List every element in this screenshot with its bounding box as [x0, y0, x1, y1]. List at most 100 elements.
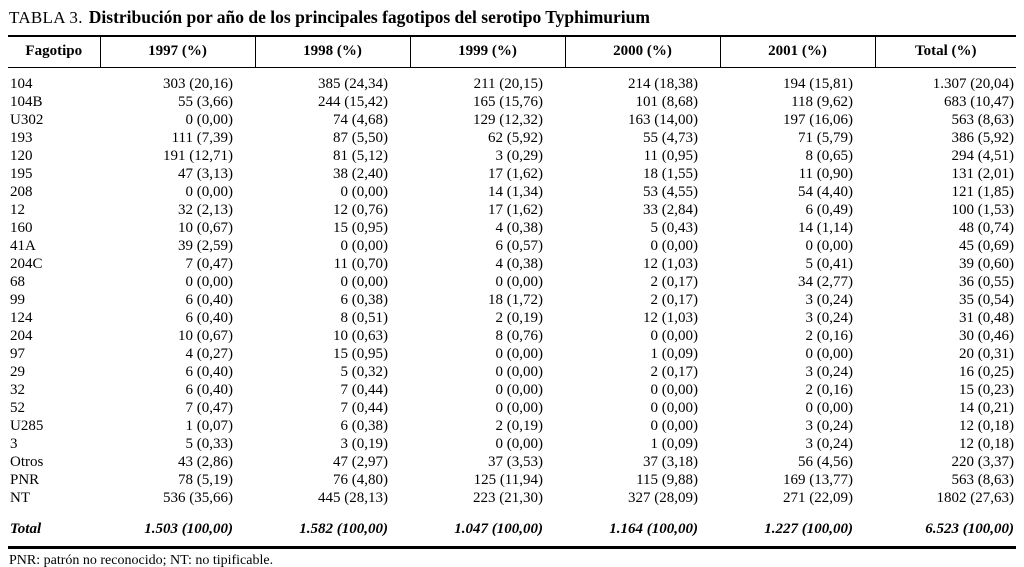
fagotipo-cell: 52 — [10, 400, 25, 416]
table-row: 29 6 (0,40) 5 (0,32) 0 (0,00) 2 (0,17) 3 (0,2… — [8, 363, 1016, 381]
value-cell: 12 (1,03) — [643, 310, 698, 326]
value-cell: 87 (5,50) — [333, 130, 388, 146]
value-cell: 14 (0,21) — [959, 400, 1014, 416]
value-cell: 8 (0,76) — [495, 328, 544, 344]
value-cell: 35 (0,54) — [959, 292, 1014, 308]
value-cell: 327 (28,09) — [628, 490, 698, 506]
value-cell: 17 (1,62) — [488, 166, 543, 182]
fagotipo-cell: 104B — [10, 94, 43, 110]
value-cell: 385 (24,34) — [318, 76, 388, 92]
value-cell: 386 (5,92) — [951, 130, 1015, 146]
fagotipo-cell: 41A — [10, 238, 36, 254]
value-cell: 0 (0,00) — [495, 274, 544, 290]
table-row: 124 6 (0,40) 8 (0,51) 2 (0,19) 12 (1,03) 3 (0… — [8, 309, 1016, 327]
value-cell: 0 (0,00) — [805, 238, 854, 254]
value-cell: 0 (0,00) — [185, 112, 234, 128]
value-cell: 74 (4,68) — [333, 112, 388, 128]
value-cell: 32 (2,13) — [178, 202, 233, 218]
value-cell: 0 (0,00) — [805, 400, 854, 416]
value-cell: 12 (0,18) — [959, 418, 1014, 434]
value-cell: 536 (35,66) — [163, 490, 233, 506]
fagotipo-cell: U285 — [10, 418, 44, 434]
value-cell: 0 (0,00) — [495, 364, 544, 380]
value-cell: 5 (0,41) — [805, 256, 854, 272]
value-cell: 18 (1,55) — [643, 166, 698, 182]
table-row: Otros 43 (2,86) 47 (2,97) 37 (3,53) 37 (3,18… — [8, 453, 1016, 471]
value-cell: 5 (0,32) — [340, 364, 389, 380]
value-cell: 7 (0,47) — [185, 400, 234, 416]
col-header-fagotipo: Fagotipo — [8, 35, 101, 68]
value-cell: 7 (0,47) — [185, 256, 234, 272]
value-cell: 2 (0,19) — [495, 418, 544, 434]
table-row: 97 4 (0,27) 15 (0,95) 0 (0,00) 1 (0,09) 0 (0,… — [8, 345, 1016, 363]
value-cell: 563 (8,63) — [951, 472, 1015, 488]
value-cell: 0 (0,00) — [340, 184, 389, 200]
fagotipo-cell: 29 — [10, 364, 25, 380]
value-cell: 15 (0,95) — [333, 346, 388, 362]
value-cell: 244 (15,42) — [318, 94, 388, 110]
value-cell: 2 (0,17) — [650, 274, 699, 290]
value-cell: 3 (0,24) — [805, 292, 854, 308]
table-row: 104B 55 (3,66) 244 (15,42) 165 (15,76) 101 (… — [8, 93, 1016, 111]
total-cell-2001: 1.227 (100,00) — [720, 507, 875, 549]
value-cell: 78 (5,19) — [178, 472, 233, 488]
value-cell: 39 (2,59) — [178, 238, 233, 254]
value-cell: 10 (0,67) — [178, 328, 233, 344]
value-cell: 131 (2,01) — [951, 166, 1015, 182]
value-cell: 6 (0,40) — [185, 382, 234, 398]
value-cell: 2 (0,19) — [495, 310, 544, 326]
fagotipo-cell: 195 — [10, 166, 33, 182]
fagotipo-cell: 204C — [10, 256, 43, 272]
value-cell: 6 (0,40) — [185, 292, 234, 308]
value-cell: 81 (5,12) — [333, 148, 388, 164]
fagotipo-cell: 97 — [10, 346, 25, 362]
value-cell: 6 (0,49) — [805, 202, 854, 218]
value-cell: 220 (3,37) — [951, 454, 1015, 470]
value-cell: 33 (2,84) — [643, 202, 698, 218]
value-cell: 7 (0,44) — [340, 382, 389, 398]
value-cell: 16 (0,25) — [959, 364, 1014, 380]
value-cell: 30 (0,46) — [959, 328, 1014, 344]
value-cell: 445 (28,13) — [318, 490, 388, 506]
value-cell: 303 (20,16) — [163, 76, 233, 92]
value-cell: 3 (0,24) — [805, 436, 854, 452]
value-cell: 165 (15,76) — [473, 94, 543, 110]
value-cell: 0 (0,00) — [340, 274, 389, 290]
value-cell: 8 (0,51) — [340, 310, 389, 326]
value-cell: 0 (0,00) — [805, 346, 854, 362]
value-cell: 6 (0,40) — [185, 364, 234, 380]
value-cell: 271 (22,09) — [783, 490, 853, 506]
col-header-2001: 2001 (%) — [720, 35, 876, 68]
value-cell: 11 (0,70) — [333, 256, 388, 272]
table-footnote: PNR: patrón no reconocido; NT: no tipifi… — [8, 549, 1016, 567]
value-cell: 0 (0,00) — [495, 382, 544, 398]
value-cell: 2 (0,17) — [650, 364, 699, 380]
value-cell: 211 (20,15) — [473, 76, 543, 92]
value-cell: 0 (0,00) — [650, 382, 699, 398]
value-cell: 36 (0,55) — [959, 274, 1014, 290]
table-row: U302 0 (0,00) 74 (4,68) 129 (12,32) 163 (14,… — [8, 111, 1016, 129]
value-cell: 34 (2,77) — [798, 274, 853, 290]
value-cell: 294 (4,51) — [951, 148, 1015, 164]
value-cell: 1.307 (20,04) — [932, 76, 1014, 92]
value-cell: 5 (0,33) — [185, 436, 234, 452]
value-cell: 54 (4,40) — [798, 184, 853, 200]
value-cell: 5 (0,43) — [650, 220, 699, 236]
value-cell: 56 (4,56) — [798, 454, 853, 470]
table-number-label: TABLA 3. — [9, 8, 83, 27]
value-cell: 0 (0,00) — [650, 418, 699, 434]
value-cell: 7 (0,44) — [340, 400, 389, 416]
value-cell: 31 (0,48) — [959, 310, 1014, 326]
fagotipo-cell: 3 — [10, 436, 18, 452]
table-row: 104 303 (20,16) 385 (24,34) 211 (20,15) 214 … — [8, 68, 1016, 94]
value-cell: 111 (7,39) — [171, 130, 233, 146]
table-row: 3 5 (0,33) 3 (0,19) 0 (0,00) 1 (0,09) 3 (0,24… — [8, 435, 1016, 453]
table-row: 195 47 (3,13) 38 (2,40) 17 (1,62) 18 (1,55) 1… — [8, 165, 1016, 183]
fagotipo-cell: 104 — [10, 76, 33, 92]
value-cell: 47 (3,13) — [178, 166, 233, 182]
value-cell: 14 (1,34) — [488, 184, 543, 200]
value-cell: 2 (0,16) — [805, 328, 854, 344]
value-cell: 3 (0,19) — [340, 436, 389, 452]
value-cell: 43 (2,86) — [178, 454, 233, 470]
